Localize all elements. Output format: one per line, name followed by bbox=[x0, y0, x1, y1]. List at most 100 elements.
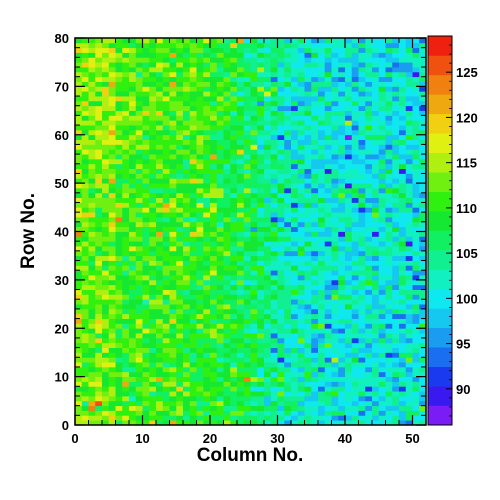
heatmap-cell bbox=[405, 420, 413, 426]
heatmap-cell bbox=[318, 381, 326, 387]
heatmap-cell bbox=[142, 395, 150, 402]
heatmap-cell bbox=[230, 337, 238, 344]
heatmap-cell bbox=[378, 38, 386, 44]
heatmap-cell bbox=[142, 357, 150, 363]
heatmap-cell bbox=[75, 294, 83, 300]
heatmap-cell bbox=[351, 183, 359, 189]
heatmap-cell bbox=[291, 202, 299, 208]
heatmap-cell bbox=[324, 318, 332, 324]
heatmap-cell bbox=[412, 299, 420, 305]
heatmap-cell bbox=[88, 144, 96, 150]
heatmap-cell bbox=[385, 226, 393, 232]
heatmap-cell bbox=[176, 158, 184, 165]
heatmap-cell bbox=[88, 231, 96, 237]
heatmap-cell bbox=[156, 395, 164, 402]
heatmap-cell bbox=[345, 410, 353, 416]
heatmap-cell bbox=[149, 231, 157, 237]
heatmap-cell bbox=[223, 381, 231, 387]
heatmap-cell bbox=[419, 216, 427, 223]
heatmap-cell bbox=[399, 270, 407, 276]
heatmap-cell bbox=[230, 96, 238, 102]
heatmap-cell bbox=[223, 71, 231, 78]
heatmap-cell bbox=[81, 323, 89, 329]
heatmap-cell bbox=[176, 86, 184, 92]
heatmap-cell bbox=[75, 81, 83, 87]
heatmap-cell bbox=[385, 202, 393, 208]
heatmap-cell bbox=[358, 357, 366, 363]
heatmap-cell bbox=[257, 342, 265, 348]
heatmap-cell bbox=[277, 178, 285, 184]
heatmap-cell bbox=[338, 357, 346, 363]
heatmap-cell bbox=[95, 178, 103, 184]
heatmap-cell bbox=[311, 42, 319, 49]
heatmap-cell bbox=[176, 381, 184, 387]
heatmap-cell bbox=[338, 289, 346, 295]
heatmap-cell bbox=[277, 207, 285, 213]
heatmap-cell bbox=[169, 42, 177, 49]
heatmap-cell bbox=[88, 275, 96, 281]
heatmap-cell bbox=[405, 178, 413, 184]
heatmap-cell bbox=[223, 386, 231, 392]
heatmap-cell bbox=[338, 342, 346, 348]
heatmap-cell bbox=[102, 197, 110, 203]
heatmap-cell bbox=[203, 134, 211, 140]
heatmap-cell bbox=[95, 284, 103, 290]
heatmap-cell bbox=[142, 236, 150, 242]
heatmap-cell bbox=[392, 304, 400, 310]
heatmap-cell bbox=[338, 187, 346, 194]
heatmap-cell bbox=[162, 149, 170, 155]
heatmap-cell bbox=[223, 270, 231, 276]
heatmap-cell bbox=[88, 333, 96, 339]
heatmap-cell bbox=[88, 313, 96, 319]
heatmap-cell bbox=[203, 347, 211, 353]
colorbar-band bbox=[428, 347, 452, 367]
heatmap-cell bbox=[210, 81, 218, 87]
heatmap-cell bbox=[351, 115, 359, 121]
heatmap-cell bbox=[358, 420, 366, 426]
heatmap-cell bbox=[392, 212, 400, 218]
heatmap-cell bbox=[169, 376, 177, 382]
heatmap-cell bbox=[75, 352, 83, 358]
heatmap-cell bbox=[284, 376, 292, 382]
heatmap-cell bbox=[392, 275, 400, 281]
heatmap-cell bbox=[264, 91, 272, 97]
heatmap-cell bbox=[102, 115, 110, 121]
heatmap-cell bbox=[257, 96, 265, 102]
heatmap-cell bbox=[129, 246, 137, 252]
heatmap-cell bbox=[284, 86, 292, 92]
heatmap-cell bbox=[331, 289, 339, 295]
heatmap-cell bbox=[284, 81, 292, 87]
heatmap-cell bbox=[284, 105, 292, 111]
heatmap-cell bbox=[270, 279, 278, 286]
heatmap-cell bbox=[102, 241, 110, 247]
heatmap-cell bbox=[412, 62, 420, 68]
heatmap-cell bbox=[162, 260, 170, 266]
heatmap-cell bbox=[419, 62, 427, 68]
colorbar-band bbox=[428, 152, 452, 173]
heatmap-cell bbox=[122, 207, 130, 213]
heatmap-cell bbox=[372, 289, 380, 295]
heatmap-cell bbox=[257, 226, 265, 232]
heatmap-cell bbox=[135, 154, 143, 160]
heatmap-cell bbox=[351, 163, 359, 170]
heatmap-cell bbox=[270, 405, 278, 411]
heatmap-cell bbox=[169, 333, 177, 339]
heatmap-cell bbox=[189, 149, 197, 155]
heatmap-cell bbox=[237, 347, 245, 353]
heatmap-cell bbox=[149, 202, 157, 208]
heatmap-cell bbox=[365, 183, 373, 189]
heatmap-cell bbox=[169, 270, 177, 276]
heatmap-cell bbox=[331, 221, 339, 228]
heatmap-cell bbox=[338, 178, 346, 184]
heatmap-cell bbox=[318, 231, 326, 237]
heatmap-cell bbox=[216, 275, 224, 281]
heatmap-cell bbox=[162, 420, 170, 426]
heatmap-cell bbox=[345, 265, 353, 271]
heatmap-cell bbox=[257, 144, 265, 150]
heatmap-cell bbox=[324, 183, 332, 189]
heatmap-cell bbox=[277, 328, 285, 334]
heatmap-cell bbox=[230, 86, 238, 92]
heatmap-cell bbox=[223, 158, 231, 165]
heatmap-cell bbox=[156, 308, 164, 315]
heatmap-cell bbox=[338, 207, 346, 213]
